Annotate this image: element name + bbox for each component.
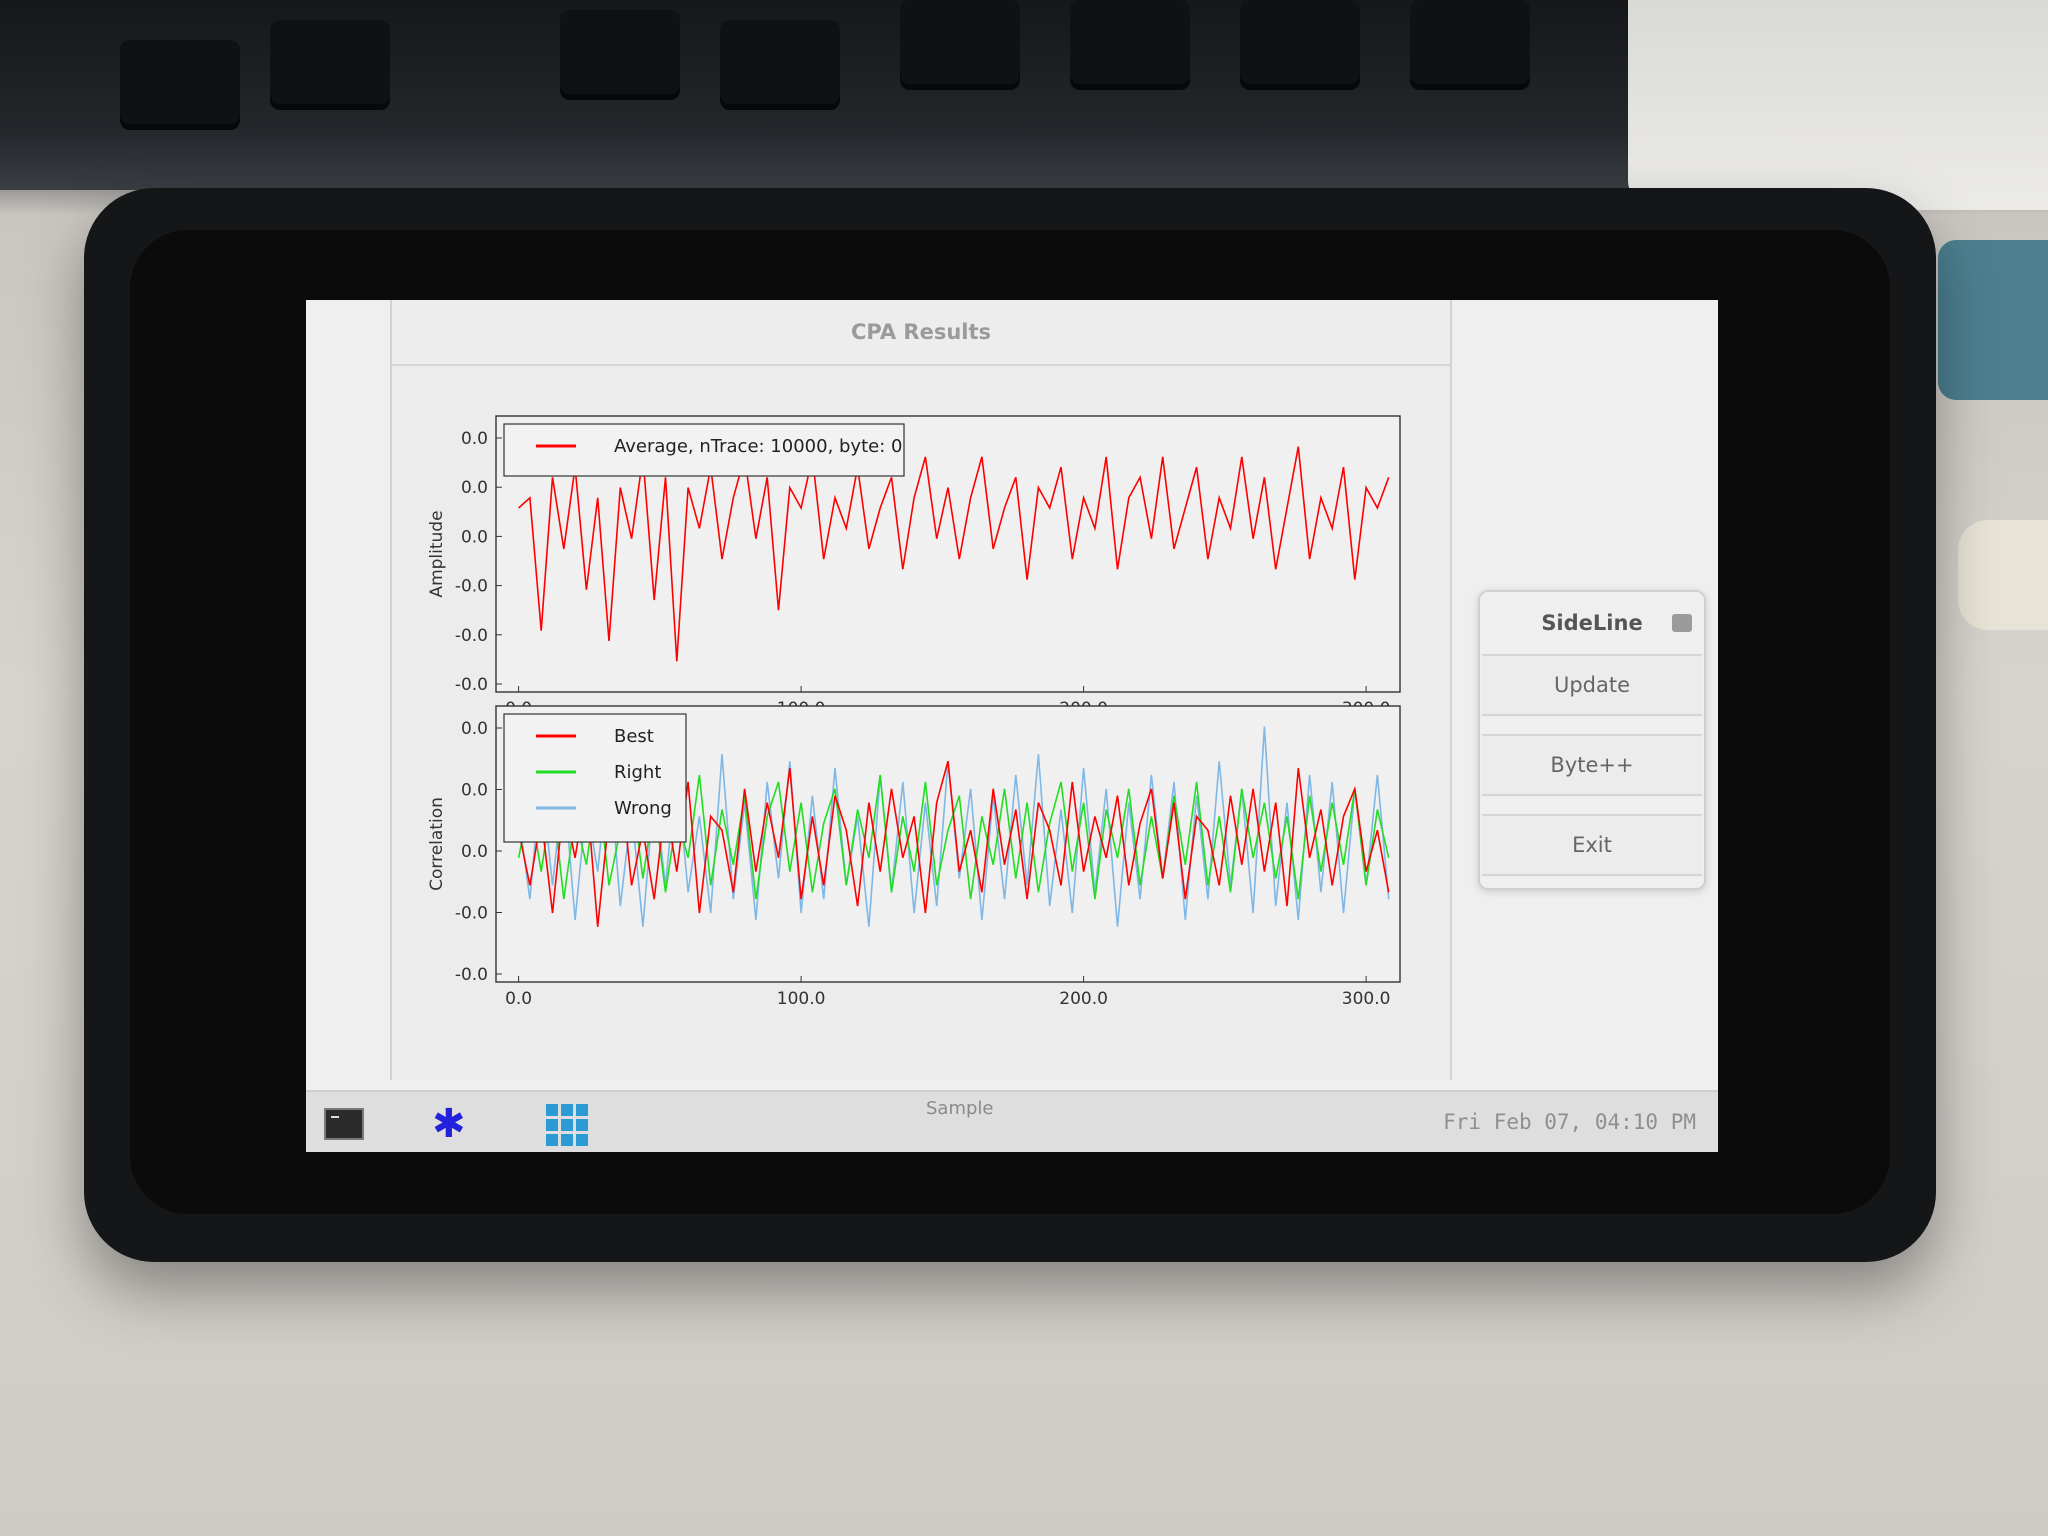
sideline-header[interactable]: SideLine xyxy=(1480,592,1704,654)
keyboard-key xyxy=(120,40,240,130)
exit-button[interactable]: Exit xyxy=(1482,814,1702,876)
y-tick-label: -0.0 xyxy=(455,904,488,924)
y-axis-label: Correlation xyxy=(427,797,447,891)
y-tick-label: 0.0 xyxy=(461,429,488,449)
background-cable xyxy=(1938,240,2048,400)
app-grid-icon[interactable] xyxy=(546,1104,588,1146)
y-tick-label: -0.0 xyxy=(455,965,488,985)
cpa-results-window: CPA Results 0.0100.0200.0300.00.00.00.0-… xyxy=(390,300,1452,1080)
x-tick-label: 200.0 xyxy=(1059,989,1108,1009)
taskbar-clock: Fri Feb 07, 04:10 PM xyxy=(1443,1110,1696,1134)
cpa-plots: 0.0 100.0 200.0 300.0 0.0 0.0 0.0 -0.0 -0.0 -0.0 A… xyxy=(427,415,1401,1009)
screen: CPA Results 0.0100.0200.0300.00.00.00.0-… xyxy=(306,300,1718,1152)
x-tick-label: 0.0 xyxy=(505,989,532,1009)
background-plug xyxy=(1958,520,2048,630)
update-button[interactable]: Update xyxy=(1482,654,1702,716)
star-launcher-icon[interactable]: ✱ xyxy=(432,1101,466,1147)
amplitude-chart: 0.0100.0200.0300.00.00.00.0-0.0-0.0-0.0A… xyxy=(427,415,1401,743)
legend-label: Best xyxy=(614,726,654,747)
y-axis-label: Amplitude xyxy=(427,510,447,597)
keyboard-key xyxy=(270,20,390,110)
terminal-icon[interactable] xyxy=(324,1108,364,1140)
legend-label: Right xyxy=(614,762,661,783)
window-titlebar[interactable]: CPA Results xyxy=(392,300,1450,366)
x-tick-label: 300.0 xyxy=(1342,989,1391,1009)
legend-box xyxy=(503,713,687,843)
sideline-menu: SideLine Update Byte++ Exit xyxy=(1478,590,1706,890)
plot-area: 0.0 100.0 200.0 300.0 0.0 0.0 0.0 -0.0 -0.0 -0.0 A… xyxy=(392,364,1450,1104)
keyboard-key xyxy=(560,10,680,100)
y-tick-label: 0.0 xyxy=(461,527,488,547)
background-desk xyxy=(1628,0,2048,210)
keyboard-key xyxy=(900,0,1020,90)
correlation-x-axis-label: Sample xyxy=(926,1098,994,1119)
legend-label: Wrong xyxy=(614,798,672,819)
close-icon[interactable] xyxy=(1672,614,1692,632)
y-tick-label: 0.0 xyxy=(461,478,488,498)
byte-increment-button[interactable]: Byte++ xyxy=(1482,734,1702,796)
window-title: CPA Results xyxy=(850,320,992,344)
y-tick-label: -0.0 xyxy=(455,626,488,646)
y-tick-label: 0.0 xyxy=(461,842,488,862)
series-line-average xyxy=(518,446,1390,662)
y-tick-label: -0.0 xyxy=(455,675,488,695)
taskbar: ✱ Sample Fri Feb 07, 04:10 PM xyxy=(306,1090,1718,1152)
keyboard-key xyxy=(1070,0,1190,90)
y-tick-label: 0.0 xyxy=(461,719,488,739)
y-tick-label: -0.0 xyxy=(455,577,488,597)
y-tick-label: 0.0 xyxy=(461,781,488,801)
sideline-title: SideLine xyxy=(1541,611,1643,635)
legend-box xyxy=(503,423,905,477)
legend-label: Average, nTrace: 10000, byte: 0 xyxy=(614,436,902,457)
x-tick-label: 100.0 xyxy=(777,989,826,1009)
keyboard-key xyxy=(1240,0,1360,90)
keyboard-key xyxy=(1410,0,1530,90)
correlation-chart: 0.0 100.0 200.0 300.0 0.0 0.0 0.0 -0.0 -0.0 Corre… xyxy=(427,705,1401,1009)
keyboard-key xyxy=(720,20,840,110)
